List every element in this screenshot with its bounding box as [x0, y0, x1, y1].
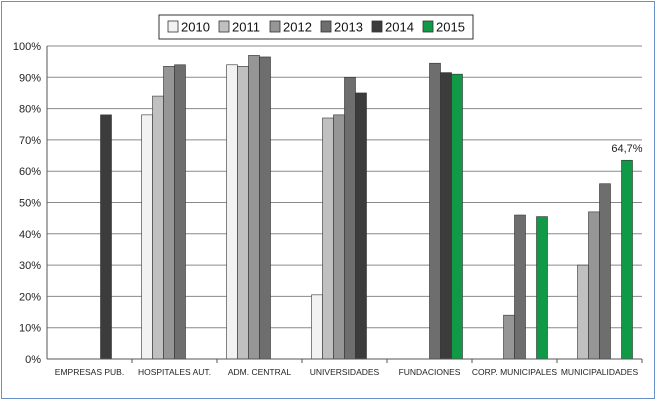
y-tick-label: 40% — [19, 229, 41, 241]
bar-municipalidades-2011 — [577, 264, 589, 360]
legend-swatch — [371, 20, 383, 33]
bar-fundaciones-2014 — [440, 72, 452, 360]
y-tick-label: 30% — [19, 260, 41, 272]
y-tick-label: 10% — [19, 323, 41, 335]
y-tick-label: 50% — [19, 198, 41, 210]
bar-adm-central-2011 — [237, 66, 249, 360]
bar-universidades-2013 — [344, 77, 356, 360]
legend-swatch — [167, 20, 179, 33]
bar-municipalidades-2012 — [588, 211, 600, 360]
legend: 2010 2011 2012 2013 2014 2015 — [158, 14, 474, 40]
legend-swatch — [422, 20, 434, 33]
y-tick-label: 100% — [13, 41, 41, 53]
data-label: 64,7% — [611, 143, 642, 155]
annotations: 64,7% — [611, 143, 642, 155]
legend-label: 2015 — [436, 20, 465, 35]
legend-label: 2011 — [232, 20, 260, 35]
x-category-label: HOSPITALES AUT. — [138, 367, 211, 377]
x-category-label: UNIVERSIDADES — [310, 367, 380, 377]
y-tick-label: 0% — [25, 354, 41, 366]
legend-label: 2014 — [385, 20, 414, 35]
bar-adm-central-2013 — [259, 56, 271, 360]
bar-adm-central-2012 — [248, 55, 260, 360]
bar-universidades-2014 — [355, 92, 367, 360]
bar-hospitales-aut-2013 — [174, 64, 186, 360]
y-tick-label: 20% — [19, 291, 41, 303]
bar-adm-central-2010 — [226, 64, 238, 360]
bar-empresas-pub-2014 — [100, 114, 112, 360]
legend-swatch — [269, 20, 281, 33]
legend-swatch — [218, 20, 230, 33]
bar-corp-municipales-2013 — [514, 214, 526, 360]
legend-label: 2010 — [181, 20, 210, 35]
bar-municipalidades-2015 — [621, 159, 633, 360]
y-tick-label: 80% — [19, 104, 41, 116]
bar-fundaciones-2013 — [429, 62, 441, 360]
y-axis-ticks: 0% 10% 20% 30% 40% 50% 60% 70% 80% 90% 100% — [13, 41, 41, 366]
bar-universidades-2010 — [311, 294, 323, 360]
x-category-label: EMPRESAS PUB. — [55, 367, 124, 377]
bars — [100, 55, 633, 360]
bar-universidades-2012 — [333, 114, 345, 360]
bar-universidades-2011 — [322, 117, 334, 360]
bar-corp-municipales-2012 — [503, 314, 515, 360]
bar-corp-municipales-2015 — [536, 216, 548, 360]
y-tick-label: 60% — [19, 166, 41, 178]
x-category-label: CORP. MUNICIPALES — [472, 367, 558, 377]
y-tick-label: 70% — [19, 135, 41, 147]
y-tick-label: 90% — [19, 72, 41, 84]
bar-municipalidades-2013 — [599, 183, 611, 360]
x-category-label: FUNDACIONES — [399, 367, 461, 377]
x-axis-categories: EMPRESAS PUB. HOSPITALES AUT. ADM. CENTRAL… — [55, 367, 639, 377]
bar-fundaciones-2015 — [451, 73, 463, 360]
bar-hospitales-aut-2012 — [163, 66, 175, 360]
legend-box — [158, 14, 474, 40]
legend-label: 2013 — [334, 20, 363, 35]
legend-label: 2012 — [283, 20, 312, 35]
legend-swatch — [320, 20, 332, 33]
bar-hospitales-aut-2011 — [152, 95, 164, 360]
x-category-label: ADM. CENTRAL — [228, 367, 292, 377]
axes — [46, 46, 643, 363]
bar-hospitales-aut-2010 — [141, 114, 153, 360]
x-category-label: MUNICIPALIDADES — [561, 367, 639, 377]
